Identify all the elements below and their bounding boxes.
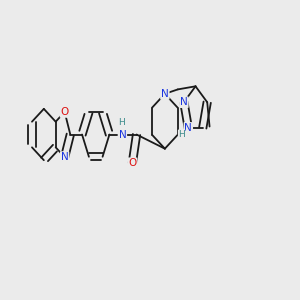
Text: H: H: [178, 130, 185, 139]
Text: O: O: [128, 158, 136, 168]
Text: H: H: [118, 118, 124, 127]
Text: N: N: [180, 97, 188, 107]
Text: N: N: [184, 123, 192, 133]
Text: N: N: [161, 89, 169, 99]
Text: N: N: [61, 152, 68, 162]
Text: O: O: [61, 107, 69, 117]
Text: N: N: [118, 130, 126, 140]
